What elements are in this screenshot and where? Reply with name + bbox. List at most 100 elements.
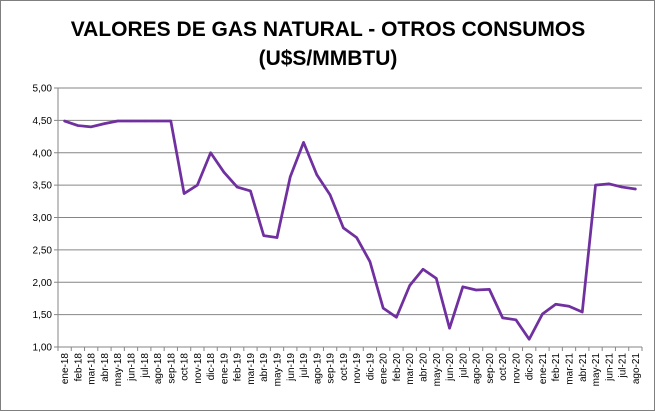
x-tick-label: sep-18 — [166, 353, 177, 384]
data-point — [514, 318, 518, 322]
chart-title: VALORES DE GAS NATURAL - OTROS CONSUMOS — [71, 18, 586, 41]
data-point — [634, 187, 637, 191]
y-axis-tick-labels: 1,00 1,50 2,00 2,50 3,00 3,50 4,00 4,50 5,00 — [33, 84, 53, 354]
data-point — [395, 316, 398, 319]
x-tick-label: jul-20 — [458, 353, 469, 379]
data-point — [209, 151, 212, 154]
x-tick-label: feb-18 — [73, 353, 84, 382]
x-tick-label: ene-18 — [60, 353, 71, 385]
x-tick-label: abr-18 — [100, 353, 111, 382]
data-point — [249, 189, 252, 193]
data-point — [262, 234, 265, 237]
y-tick-label: 5,00 — [33, 84, 53, 95]
x-tick-label: nov-19 — [352, 353, 363, 384]
data-point — [381, 306, 385, 310]
data-point — [63, 119, 66, 123]
chart-subtitle: (U$S/MMBTU) — [259, 47, 398, 70]
y-tick-label: 1,00 — [33, 343, 53, 354]
x-tick-label: sep-19 — [326, 353, 337, 384]
x-tick-label: feb-21 — [551, 353, 562, 382]
x-tick-label: jul-21 — [618, 353, 629, 379]
data-point — [355, 236, 358, 239]
data-point — [607, 182, 611, 186]
x-tick-label: dic-18 — [206, 353, 217, 381]
x-tick-label: jul-18 — [140, 353, 151, 379]
x-tick-label: ago-19 — [312, 353, 323, 385]
x-tick-label: mar-20 — [405, 353, 416, 385]
series-layer — [63, 119, 637, 341]
x-tick-label: dic-19 — [365, 353, 376, 381]
x-tick-label: mar-21 — [565, 353, 576, 385]
data-point — [103, 122, 106, 125]
x-tick-label: feb-19 — [233, 353, 244, 382]
x-tick-label: may-20 — [432, 353, 443, 387]
data-point — [408, 284, 411, 287]
x-tick-label: feb-20 — [392, 353, 403, 382]
x-tick-label: nov-18 — [193, 353, 204, 384]
data-point — [143, 119, 146, 123]
data-point — [435, 277, 438, 280]
data-point — [581, 310, 584, 314]
x-tick-label: ago-18 — [153, 353, 164, 385]
data-point — [302, 141, 305, 144]
data-point — [328, 193, 332, 197]
x-tick-label: abr-20 — [419, 353, 430, 382]
y-tick-label: 2,00 — [33, 278, 53, 289]
x-tick-label: oct-20 — [498, 353, 509, 381]
data-point — [182, 192, 186, 195]
axes — [54, 87, 643, 351]
x-tick-label: may-19 — [273, 353, 284, 387]
x-tick-label: nov-20 — [511, 353, 522, 384]
y-tick-label: 3,00 — [33, 213, 53, 224]
x-tick-label: mar-18 — [87, 353, 98, 385]
x-tick-label: ago-21 — [631, 353, 642, 385]
data-point — [116, 119, 119, 123]
data-point — [448, 327, 451, 330]
x-tick-label: jun-20 — [445, 353, 456, 382]
x-tick-label: ene-19 — [219, 353, 230, 385]
x-tick-label: ene-21 — [538, 353, 549, 385]
x-tick-label: jun-21 — [604, 353, 615, 382]
data-point — [488, 288, 491, 291]
x-tick-label: oct-19 — [339, 353, 350, 381]
data-point — [129, 119, 133, 123]
data-point — [421, 268, 425, 271]
data-point — [567, 305, 571, 308]
x-tick-label: may-18 — [113, 353, 124, 387]
x-tick-label: ago-20 — [472, 353, 483, 385]
x-tick-label: sep-20 — [485, 353, 496, 384]
y-tick-label: 1,50 — [33, 310, 53, 321]
x-tick-label: mar-19 — [246, 353, 257, 385]
y-tick-label: 4,50 — [33, 116, 53, 127]
data-point — [594, 183, 597, 187]
data-point — [620, 185, 624, 189]
data-point — [156, 119, 159, 123]
data-point — [501, 316, 504, 320]
data-point — [474, 288, 478, 292]
data-point — [169, 119, 173, 123]
y-tick-label: 4,00 — [33, 148, 53, 159]
data-point — [89, 125, 93, 129]
x-tick-label: abr-21 — [578, 353, 589, 382]
gridlines — [58, 87, 642, 348]
data-point — [461, 285, 465, 288]
x-tick-label: ene-20 — [379, 353, 390, 385]
x-tick-label: jun-19 — [286, 353, 297, 382]
data-point — [342, 226, 345, 230]
x-tick-label: may-21 — [591, 353, 602, 387]
data-point — [235, 185, 239, 189]
data-point — [196, 183, 199, 187]
series-line — [63, 119, 637, 341]
x-tick-label: jul-19 — [299, 353, 310, 379]
data-point — [554, 303, 557, 306]
x-tick-label: abr-19 — [259, 353, 270, 382]
y-tick-label: 3,50 — [33, 181, 53, 192]
data-point — [315, 173, 319, 176]
data-point — [222, 170, 226, 174]
y-tick-label: 2,50 — [33, 245, 53, 256]
x-axis-tick-labels: ene-18 feb-18 mar-18 abr-18 may-18 jun-18 jul-… — [60, 353, 642, 387]
data-point — [275, 236, 279, 239]
data-point — [541, 312, 544, 316]
